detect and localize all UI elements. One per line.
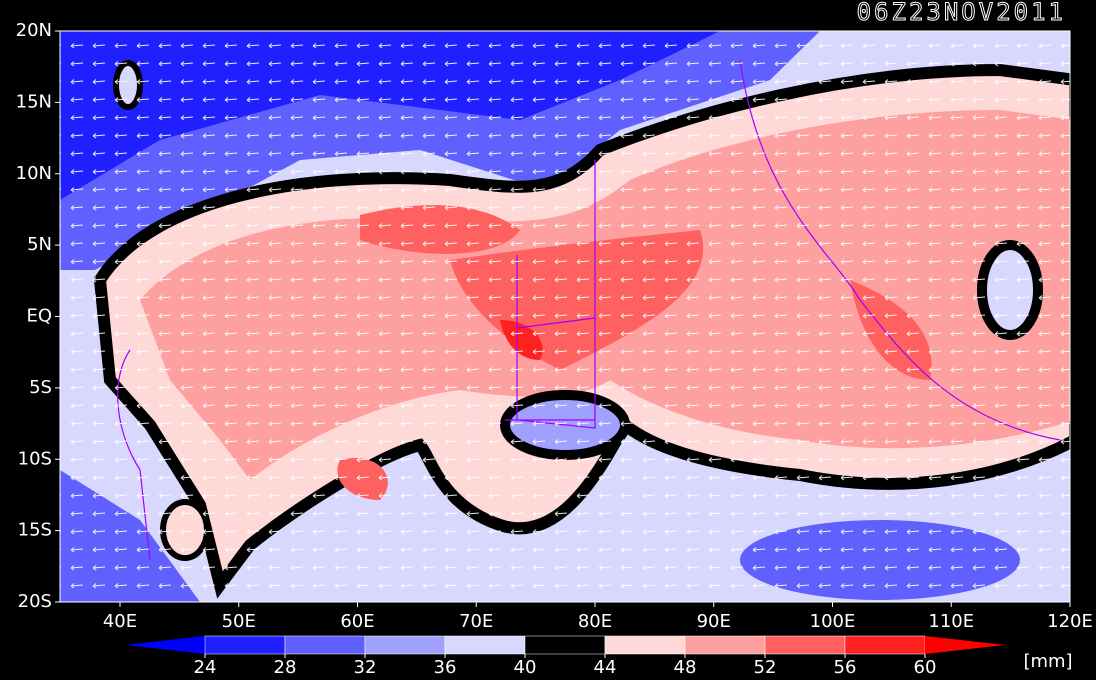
colorbar-unit: [mm] (1023, 651, 1072, 672)
colorbar-segment (764, 635, 846, 655)
lat-label: 20S (18, 591, 52, 612)
colorbar-segment (604, 635, 686, 655)
lon-label: 90E (697, 611, 731, 632)
colorbar-segment (844, 635, 926, 655)
lat-label: EQ (26, 306, 52, 327)
colorbar-segment (284, 635, 366, 655)
lat-label: 10N (16, 163, 52, 184)
colorbar-label: 36 (434, 657, 457, 678)
lat-label: 5N (27, 234, 52, 255)
lon-label: 80E (578, 611, 612, 632)
field (60, 31, 1070, 602)
colorbar-segment (444, 635, 526, 655)
lat-label: 10S (18, 448, 52, 469)
lat-label: 15N (16, 91, 52, 112)
colorbar-label: 40 (514, 657, 537, 678)
lat-label: 20N (16, 20, 52, 41)
colorbar-segment (684, 635, 766, 655)
lon-label: 50E (222, 611, 256, 632)
lon-label: 40E (103, 611, 137, 632)
colorbar-label: 32 (354, 657, 377, 678)
colorbar-label: 24 (194, 657, 217, 678)
wind-vectors (60, 31, 1070, 602)
colorbar-segment (204, 635, 286, 655)
colorbar-segment (364, 635, 446, 655)
lon-label: 120E (1047, 611, 1093, 632)
colorbar-segment (524, 635, 606, 655)
colorbar-label: 28 (274, 657, 297, 678)
lat-label: 5S (29, 377, 52, 398)
lon-label: 100E (810, 611, 856, 632)
colorbar-label: 44 (594, 657, 617, 678)
lon-label: 110E (928, 611, 974, 632)
lon-label: 70E (459, 611, 493, 632)
map-title: 06Z23NOV2011 (857, 0, 1066, 26)
colorbar-arrow (925, 636, 1005, 654)
colorbar-label: 48 (674, 657, 697, 678)
colorbar-label: 52 (754, 657, 777, 678)
colorbar-label: 56 (834, 657, 857, 678)
colorbar-arrow (125, 636, 205, 654)
lat-label: 15S (18, 520, 52, 541)
lon-label: 60E (340, 611, 374, 632)
colorbar-label: 60 (914, 657, 937, 678)
